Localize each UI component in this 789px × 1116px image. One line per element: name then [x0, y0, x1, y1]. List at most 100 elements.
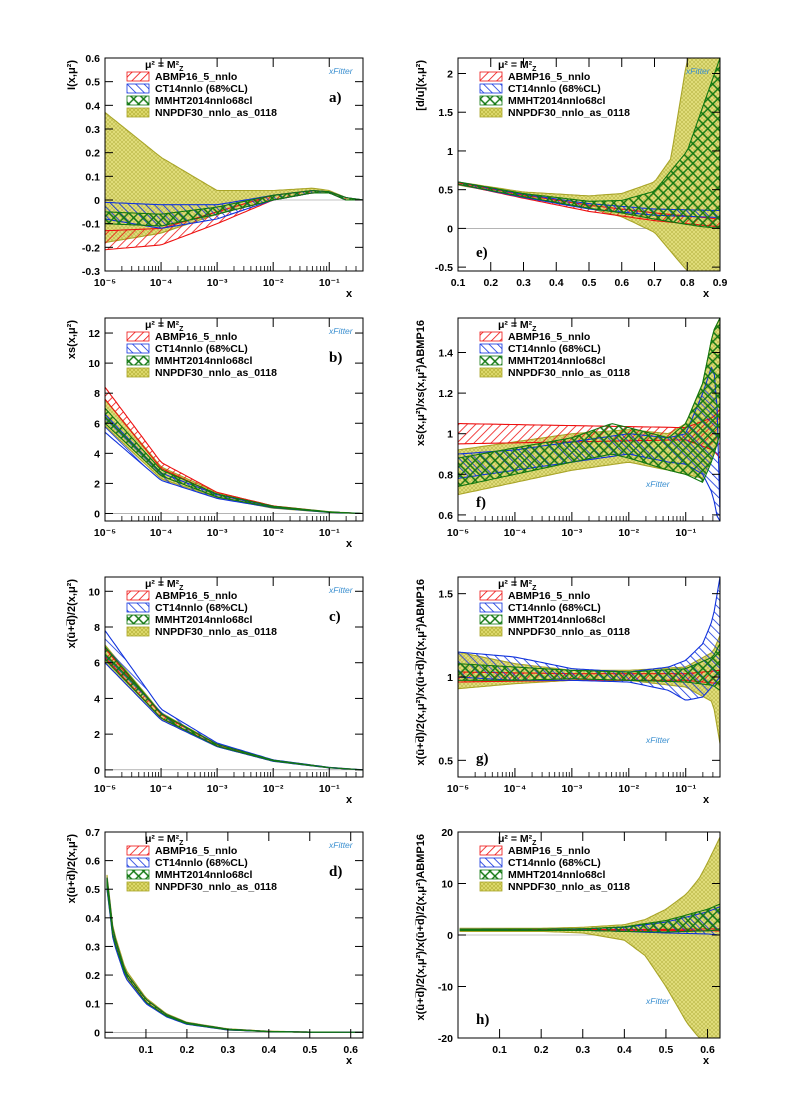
xtick-label: 10⁻⁵: [447, 527, 469, 539]
y-axis-label: I(x,μ²): [66, 60, 78, 90]
ytick-label: 0.7: [85, 827, 100, 839]
xfitter-logo: xFitter: [645, 479, 671, 489]
legend-entry: NNPDF30_nnlo_as_0118: [155, 107, 277, 119]
legend-entry: ABMP16_5_nnlo: [508, 845, 590, 857]
legend-swatch-mmht: [479, 614, 503, 625]
legend-entry: NNPDF30_nnlo_as_0118: [508, 881, 630, 893]
xtick-label: 10⁻²: [618, 527, 639, 539]
xtick-label: 10⁻³: [207, 527, 228, 539]
band-mmht: [458, 643, 720, 691]
legend-entry: CT14nnlo (68%CL): [155, 602, 248, 614]
legend-swatch-abmp: [479, 71, 503, 82]
ytick-label: 0.8: [438, 469, 453, 481]
legend-scale: μ² = M²Z: [145, 59, 184, 73]
legend-entry: ABMP16_5_nnlo: [155, 590, 237, 602]
xfitter-logo: xFitter: [328, 326, 354, 336]
legend-swatch-nnpdf: [479, 626, 503, 637]
band-mmht: [106, 877, 363, 1033]
band-abmp: [106, 877, 363, 1033]
xtick-label: 10⁻¹: [319, 527, 340, 539]
legend-swatch-mmht: [479, 869, 503, 880]
xtick-label: 10⁻⁴: [150, 277, 172, 289]
xtick-label: 0.5: [659, 1044, 674, 1056]
panel-label: h): [476, 1012, 489, 1028]
ytick-label: 6: [94, 658, 100, 670]
band-mmht: [458, 58, 720, 229]
xtick-label: 10⁻³: [562, 527, 583, 539]
ytick-label: -10: [438, 982, 453, 994]
legend-scale-sub: Z: [532, 66, 537, 73]
xtick-label: 10⁻⁵: [447, 783, 469, 795]
legend-swatch-abmp: [479, 331, 503, 342]
legend-swatch-nnpdf: [479, 107, 503, 118]
legend-scale-sub: Z: [532, 840, 537, 847]
ytick-label: 0.1: [85, 999, 100, 1011]
xtick-label: 0.4: [262, 1044, 277, 1056]
xtick-label: 0.5: [582, 277, 597, 289]
xtick-label: 10⁻⁵: [94, 783, 116, 795]
bands-f: [458, 318, 720, 521]
ytick-label: 0.4: [85, 100, 100, 112]
legend-entry: CT14nnlo (68%CL): [155, 857, 248, 869]
legend-swatch-abmp: [126, 845, 150, 856]
legend-swatch-ct14: [479, 857, 503, 868]
xtick-label: 10⁻¹: [675, 527, 696, 539]
ytick-label: 0.6: [438, 510, 453, 522]
xtick-label: 10⁻²: [263, 783, 284, 795]
legend-swatch-abmp: [126, 71, 150, 82]
xfitter-logo: xFitter: [328, 66, 354, 76]
xtick-label: 0.3: [221, 1044, 236, 1056]
legend-scale: μ² = M²Z: [498, 59, 537, 73]
legend-swatch-mmht: [479, 355, 503, 366]
ytick-label: 0: [447, 930, 453, 942]
legend-swatch-ct14: [126, 343, 150, 354]
legend-scale-sub: Z: [532, 326, 537, 333]
xtick-label: 0.4: [617, 1044, 632, 1056]
ytick-label: -0.3: [82, 266, 100, 278]
legend-entry: CT14nnlo (68%CL): [155, 343, 248, 355]
legend-entry: MMHT2014nnlo68cl: [508, 869, 606, 881]
ytick-label: 10: [441, 879, 453, 891]
legend-swatch-abmp: [479, 590, 503, 601]
legend-entry: CT14nnlo (68%CL): [508, 83, 601, 95]
ytick-label: 2: [447, 68, 453, 80]
xtick-label: 0.1: [451, 277, 466, 289]
legend-entry: NNPDF30_nnlo_as_0118: [155, 626, 277, 638]
xtick-label: 10⁻³: [207, 277, 228, 289]
legend-scale-sub: Z: [179, 66, 184, 73]
ytick-label: 12: [88, 328, 100, 340]
legend-entry: NNPDF30_nnlo_as_0118: [508, 107, 630, 119]
legend-entry: NNPDF30_nnlo_as_0118: [508, 626, 630, 638]
y-axis-label: x(ū+d̅)/2(x,μ²): [66, 579, 78, 649]
ytick-label: 2: [94, 729, 100, 741]
xtick-label: 0.2: [534, 1044, 549, 1056]
ytick-label: 20: [441, 827, 453, 839]
xtick-label: 0.7: [647, 277, 662, 289]
panel-label: a): [329, 90, 342, 106]
xtick-label: 10⁻⁴: [150, 783, 172, 795]
xfitter-logo: xFitter: [645, 996, 671, 1006]
band-nnpdf: [459, 836, 720, 1038]
legend-entry: MMHT2014nnlo68cl: [155, 355, 253, 367]
ytick-label: 4: [94, 448, 100, 460]
legend-swatch-mmht: [126, 355, 150, 366]
legend-swatch-nnpdf: [479, 367, 503, 378]
legend-swatch-ct14: [126, 602, 150, 613]
panel-a: -0.3 -0.2 -0.1 0 0.1 0.2 0.3 0.4 0.5 0.6 10⁻⁵ 10⁻⁴ 1…: [66, 53, 364, 300]
ytick-label: 0: [94, 1027, 100, 1039]
ytick-label: 10: [88, 358, 100, 370]
band-mmht: [459, 903, 720, 933]
y-axis-label: x(ū+d̅)/2(x,μ²): [66, 834, 78, 904]
ytick-label: 1: [447, 146, 453, 158]
legend-swatch-mmht: [126, 869, 150, 880]
legend-entry: CT14nnlo (68%CL): [508, 857, 601, 869]
ytick-label: -20: [438, 1033, 453, 1045]
xtick-label: 10⁻⁵: [94, 527, 116, 539]
xfitter-logo: xFitter: [328, 840, 354, 850]
panel-label: d): [329, 864, 342, 880]
legend-entry: ABMP16_5_nnlo: [155, 845, 237, 857]
